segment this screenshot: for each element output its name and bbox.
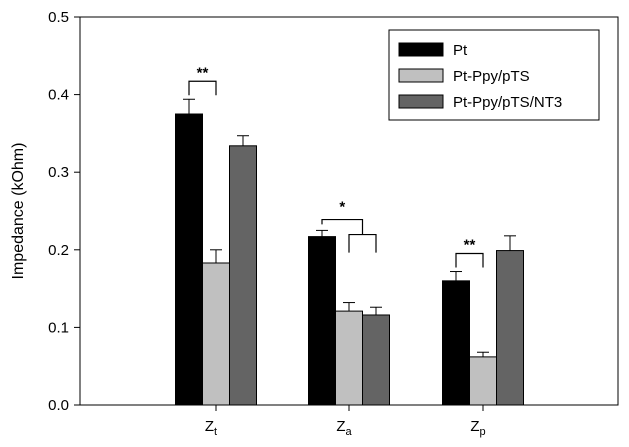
x-tick-label: Zp (470, 418, 485, 438)
bar (202, 262, 230, 406)
legend-label: Pt (453, 42, 468, 59)
legend-label: Pt-Ppy/pTS/NT3 (453, 94, 562, 111)
legend-swatch (398, 94, 444, 109)
bar (496, 250, 524, 406)
significance-bracket (455, 252, 484, 268)
significance-label: * (339, 199, 345, 216)
y-axis-label: Impedance (kOhm) (10, 143, 27, 280)
significance-bracket (188, 80, 217, 96)
bar (335, 310, 363, 406)
legend-swatch (398, 68, 444, 83)
bar (308, 236, 336, 406)
significance-label: ** (464, 237, 476, 254)
y-tick-label: 0.4 (48, 87, 69, 104)
bar (175, 113, 203, 406)
significance-bracket-inner (348, 233, 377, 253)
significance-bracket (321, 218, 364, 235)
y-tick-label: 0.5 (48, 9, 69, 26)
x-tick-label: Zt (205, 418, 217, 438)
y-tick-label: 0.1 (48, 319, 69, 336)
bar (362, 314, 390, 406)
x-tick-label: Za (336, 418, 352, 438)
y-tick-label: 0.2 (48, 242, 69, 259)
y-tick-label: 0.3 (48, 164, 69, 181)
bar (469, 356, 497, 406)
bar (229, 145, 257, 406)
y-tick-label: 0.0 (48, 397, 69, 414)
legend-label: Pt-Ppy/pTS (453, 68, 530, 85)
bar (442, 280, 470, 406)
legend: Pt Pt-Ppy/pTS Pt-Ppy/pTS/NT3 (388, 29, 600, 121)
significance-label: ** (197, 64, 209, 81)
legend-swatch (398, 42, 444, 57)
